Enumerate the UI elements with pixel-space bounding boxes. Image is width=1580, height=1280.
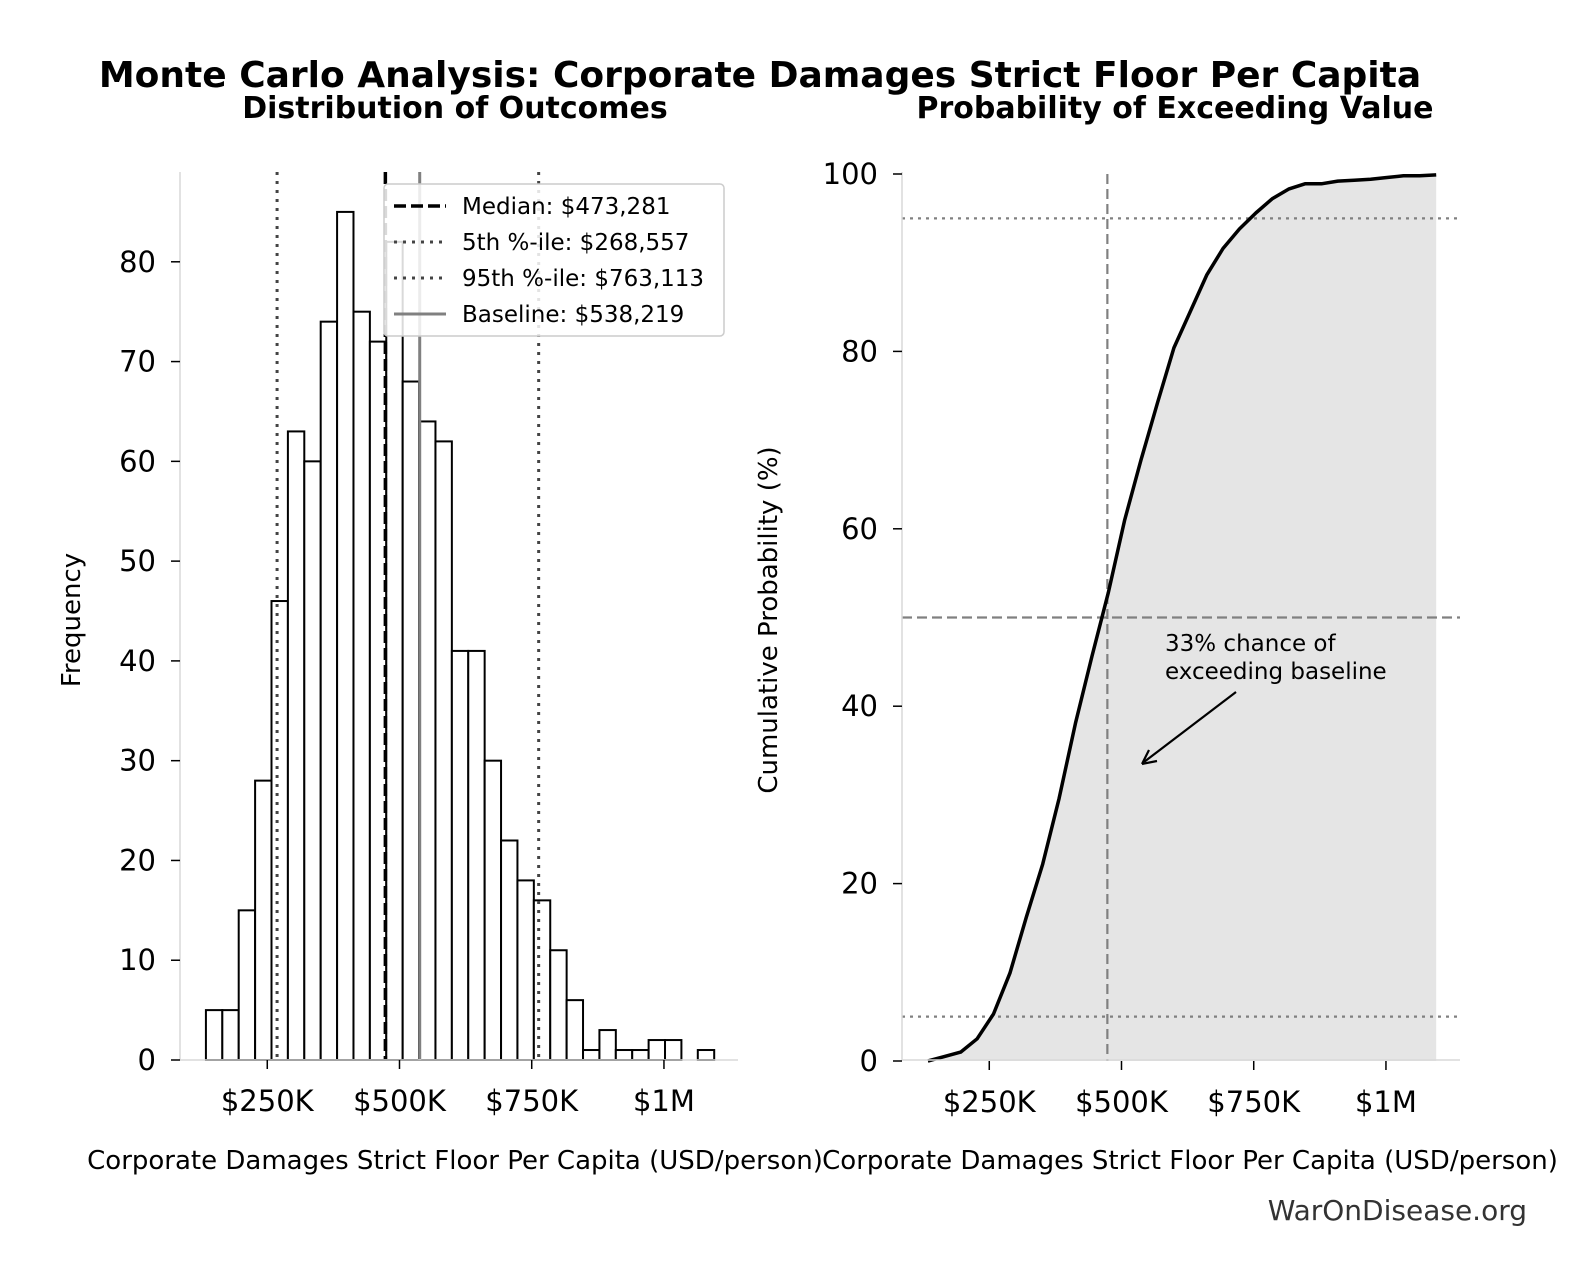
histogram-bar	[532, 899, 552, 1061]
histogram-bar	[286, 430, 306, 1062]
histogram-y-tick-label: 80	[119, 245, 156, 279]
histogram-y-tick-label: 10	[119, 943, 156, 977]
cdf-y-tick-label: 100	[823, 157, 878, 191]
histogram-y-tick-label: 60	[119, 444, 156, 478]
histogram-y-tick-label: 70	[119, 345, 156, 379]
cdf-y-tick-label: 60	[841, 512, 878, 546]
cdf-y-ticks: 0 20 40 60 80 100	[823, 157, 902, 1078]
histogram-bar	[450, 649, 470, 1061]
cdf-y-axis-label: Cumulative Probability (%)	[754, 446, 784, 793]
histogram-bar	[221, 1009, 240, 1062]
cdf-x-tick-label: $250K	[943, 1085, 1037, 1119]
histogram-bar	[500, 839, 519, 1061]
histogram-y-axis-label: Frequency	[57, 553, 87, 687]
legend-p5-label: 5th %-ile: $268,557	[462, 230, 689, 256]
histogram-x-tick-label: $750K	[485, 1084, 579, 1118]
histogram-legend: Median: $473,281 5th %-ile: $268,557 95t…	[383, 183, 725, 337]
legend-baseline-label: Baseline: $538,219	[462, 302, 684, 328]
cdf-x-tick-label: $1M	[1355, 1085, 1417, 1119]
histogram-bar	[483, 759, 503, 1061]
histogram-bar	[467, 649, 486, 1061]
legend-p95-label: 95th %-ile: $763,113	[462, 266, 704, 292]
histogram-bar	[598, 1029, 617, 1061]
histogram-y-tick-label: 40	[119, 644, 156, 678]
cdf-x-tick-label: $500K	[1075, 1085, 1169, 1119]
histogram-bar	[434, 440, 453, 1061]
histogram-bar	[664, 1039, 683, 1061]
histogram-y-tick-label: 50	[119, 544, 156, 578]
histogram-bar	[385, 240, 404, 1061]
histogram-bar	[352, 310, 371, 1062]
histogram-bar	[565, 999, 585, 1061]
cdf-title: Probability of Exceeding Value	[916, 91, 1433, 126]
watermark: WarOnDisease.org	[1268, 1194, 1527, 1227]
histogram-bar	[254, 779, 273, 1061]
histogram-bar	[647, 1039, 667, 1061]
histogram-x-tick-label: $250K	[221, 1084, 315, 1118]
histogram-bar	[237, 909, 257, 1062]
histogram-bar	[516, 879, 535, 1061]
histogram-bar	[631, 1049, 650, 1061]
cdf-annotation-arrowhead	[1141, 749, 1158, 766]
legend-box	[383, 183, 725, 337]
histogram-y-tick-label: 0	[138, 1043, 156, 1077]
histogram-title: Distribution of Outcomes	[242, 91, 668, 126]
histogram-bars	[204, 210, 716, 1062]
histogram-x-axis-label: Corporate Damages Strict Floor Per Capit…	[87, 1146, 823, 1176]
histogram-bar	[401, 380, 421, 1061]
cdf-x-ticks: $250K $500K $750K $1M	[943, 1061, 1417, 1119]
histogram-bar	[303, 460, 322, 1061]
histogram-bar	[614, 1049, 634, 1061]
histogram-x-tick-label: $500K	[353, 1084, 447, 1118]
cdf-panel: Probability of Exceeding Value 0 20 40 60 80…	[754, 91, 1558, 1176]
cdf-annotation-arrow	[1143, 691, 1237, 763]
cdf-y-tick-label: 20	[841, 867, 878, 901]
cdf-reference-lines	[902, 174, 1460, 1061]
histogram-bar	[336, 210, 355, 1062]
histogram-bar	[696, 1049, 716, 1061]
histogram-bar	[418, 420, 437, 1061]
histogram-x-ticks: $250K $500K $750K $1M	[221, 1060, 695, 1118]
histogram-y-tick-label: 30	[119, 744, 156, 778]
histogram-panel: Distribution of Outcomes 0 10 20 30 40 50 60 70…	[57, 91, 823, 1176]
cdf-area-fill	[927, 174, 1437, 1061]
cdf-annotation-line1: 33% chance of	[1165, 631, 1337, 657]
cdf-line	[927, 173, 1437, 1063]
histogram-bar	[319, 320, 339, 1062]
histogram-bar	[270, 600, 289, 1061]
cdf-y-tick-label: 80	[841, 334, 878, 368]
histogram-bar	[204, 1009, 224, 1062]
cdf-x-axis-label: Corporate Damages Strict Floor Per Capit…	[822, 1146, 1558, 1176]
histogram-bar	[582, 1049, 601, 1061]
cdf-y-tick-label: 0	[860, 1044, 878, 1078]
histogram-y-ticks: 0 10 20 30 40 50 60 70 80	[119, 245, 180, 1077]
histogram-x-tick-label: $1M	[633, 1084, 695, 1118]
cdf-x-tick-label: $750K	[1207, 1085, 1301, 1119]
histogram-y-tick-label: 20	[119, 843, 156, 877]
cdf-y-tick-label: 40	[841, 689, 878, 723]
histogram-bar	[549, 949, 568, 1061]
figure-title: Monte Carlo Analysis: Corporate Damages …	[99, 55, 1421, 96]
legend-median-label: Median: $473,281	[462, 194, 670, 220]
cdf-annotation-line2: exceeding baseline	[1165, 659, 1387, 685]
